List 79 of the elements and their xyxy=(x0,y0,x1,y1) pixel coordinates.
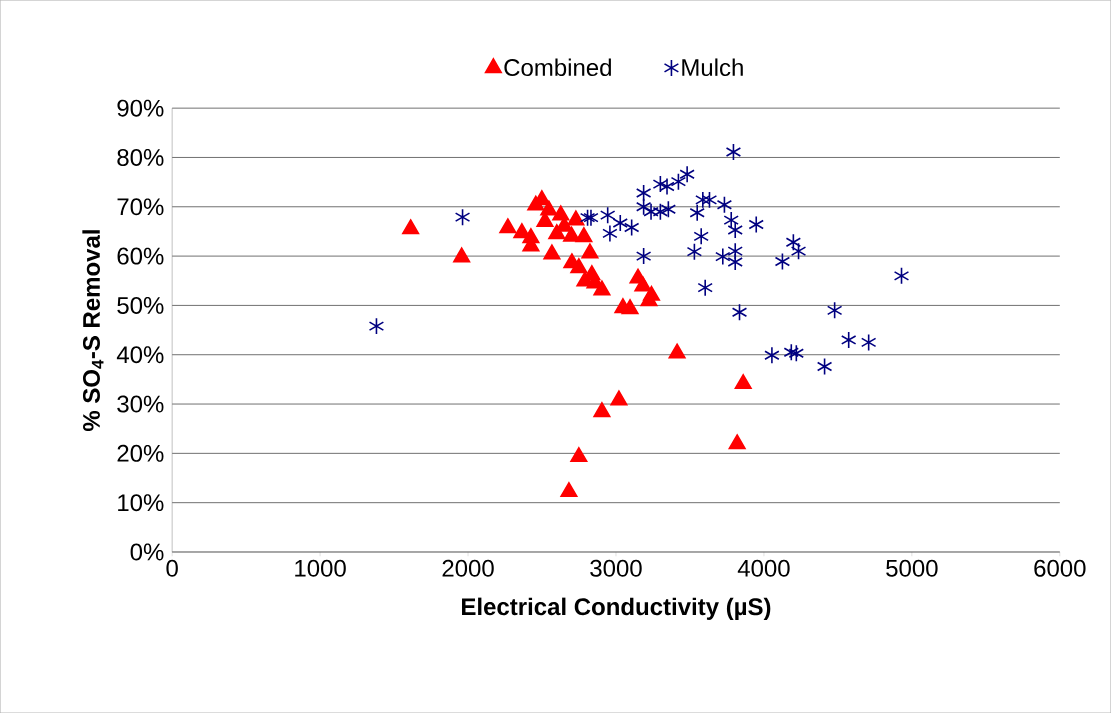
point xyxy=(893,266,910,285)
point xyxy=(623,218,640,237)
point xyxy=(593,402,611,418)
point xyxy=(634,276,652,292)
point xyxy=(499,218,517,234)
y-tick-label: 60% xyxy=(117,247,164,265)
point xyxy=(731,303,748,322)
point xyxy=(652,175,669,193)
point xyxy=(668,343,686,359)
point xyxy=(583,208,599,227)
point xyxy=(660,200,677,218)
point xyxy=(783,343,800,361)
point xyxy=(826,301,843,320)
point xyxy=(560,481,578,498)
point xyxy=(453,247,471,263)
point xyxy=(697,278,713,297)
point xyxy=(368,317,385,335)
point xyxy=(689,203,705,222)
point xyxy=(679,165,695,183)
y-tick-label: 80% xyxy=(117,148,164,166)
point xyxy=(570,258,588,274)
point xyxy=(540,200,558,216)
y-axis-title: % SO$_{4}$-S Removal xyxy=(82,230,104,431)
point xyxy=(693,227,709,246)
point xyxy=(774,252,791,271)
point xyxy=(635,247,652,265)
y-tick-label: 40% xyxy=(116,346,164,364)
y-tick-label: 90% xyxy=(117,99,164,117)
point xyxy=(612,214,628,232)
point xyxy=(860,333,877,352)
x-tick-label: 5000 xyxy=(886,559,938,577)
point xyxy=(727,221,743,239)
point xyxy=(579,208,596,227)
point xyxy=(454,208,471,226)
point xyxy=(621,299,639,315)
point xyxy=(593,280,611,296)
y-tick-label: 30% xyxy=(117,395,164,413)
point xyxy=(610,390,628,406)
x-tick-label: 6000 xyxy=(1034,559,1086,577)
point xyxy=(840,331,857,349)
point xyxy=(728,434,746,450)
point xyxy=(599,206,616,224)
point xyxy=(567,210,585,226)
point xyxy=(816,357,833,376)
point xyxy=(402,219,420,235)
point xyxy=(581,243,599,259)
point xyxy=(570,446,588,463)
y-tick-label: 10% xyxy=(118,494,164,512)
point xyxy=(764,346,780,364)
point xyxy=(695,191,711,209)
point xyxy=(602,224,618,243)
point xyxy=(635,184,652,202)
point xyxy=(725,143,742,161)
legend-label: Combined xyxy=(504,58,611,76)
x-axis-title: Electrical Conductivity (µS) xyxy=(462,597,771,620)
point xyxy=(715,247,731,266)
y-tick-label: 0% xyxy=(130,543,164,561)
point xyxy=(543,244,561,260)
y-tick-label: 50% xyxy=(117,296,164,314)
legend-label: Mulch xyxy=(682,58,743,76)
point xyxy=(734,373,752,390)
point xyxy=(748,215,764,234)
x-tick-label: 1000 xyxy=(295,559,346,577)
point xyxy=(635,197,652,216)
point xyxy=(652,202,669,221)
point xyxy=(788,344,805,362)
x-tick-label: 0 xyxy=(166,559,178,577)
point xyxy=(686,242,703,261)
point xyxy=(643,202,659,221)
point xyxy=(659,177,675,196)
y-tick-label: 70% xyxy=(117,198,164,216)
x-tick-label: 2000 xyxy=(442,559,494,577)
point xyxy=(642,285,661,301)
point xyxy=(670,172,687,191)
x-tick-label: 4000 xyxy=(737,559,790,577)
x-tick-label: 3000 xyxy=(590,559,642,577)
point xyxy=(727,253,743,271)
y-tick-label: 20% xyxy=(117,444,164,462)
point xyxy=(701,191,718,209)
